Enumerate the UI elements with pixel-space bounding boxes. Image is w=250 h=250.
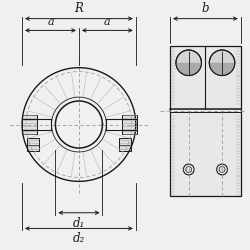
Wedge shape [176, 63, 202, 76]
Bar [170, 46, 241, 196]
Text: a: a [104, 18, 111, 28]
Circle shape [217, 164, 228, 175]
Text: d₂: d₂ [73, 232, 85, 245]
Polygon shape [122, 115, 137, 134]
Polygon shape [119, 138, 131, 151]
Circle shape [186, 166, 192, 172]
Circle shape [209, 50, 235, 76]
Text: b: b [202, 2, 209, 15]
Text: a: a [47, 18, 54, 28]
Polygon shape [27, 138, 39, 151]
Polygon shape [22, 115, 37, 134]
Circle shape [183, 164, 194, 175]
Circle shape [176, 50, 202, 76]
Text: R: R [74, 2, 83, 15]
Wedge shape [209, 63, 235, 76]
Circle shape [219, 166, 225, 172]
Text: d₁: d₁ [73, 217, 85, 230]
